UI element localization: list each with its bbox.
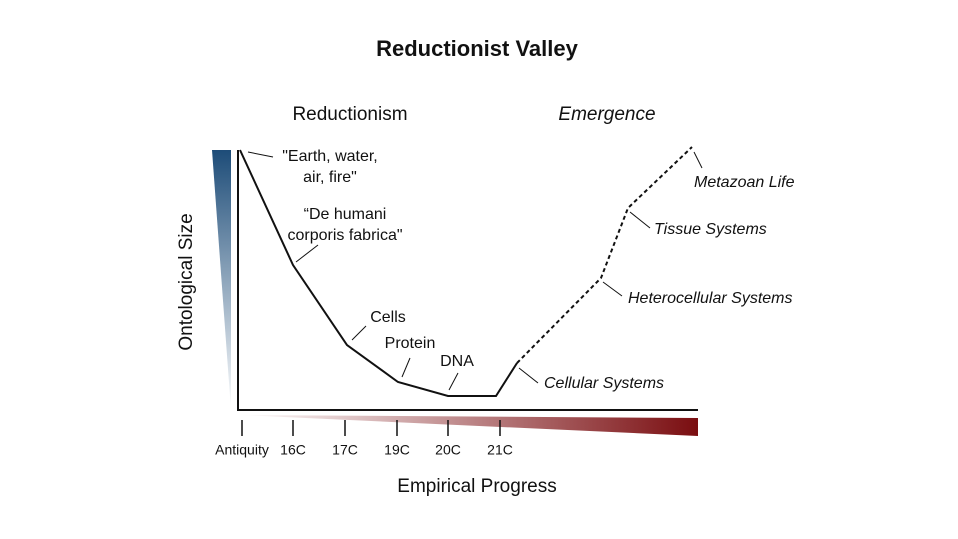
tick-label: 20C	[435, 442, 461, 458]
annotation: DNA	[440, 353, 474, 370]
size-gradient	[212, 150, 231, 410]
leaders	[247, 151, 703, 391]
annotation: Metazoan Life	[694, 174, 795, 191]
annotation: "Earth, water,	[282, 148, 378, 165]
title: Reductionist Valley	[376, 36, 578, 61]
y-axis-label: Ontological Size	[176, 213, 197, 350]
x-ticks: Antiquity 16C 17C 19C 20C 21C	[215, 420, 513, 458]
annotation: Heterocellular Systems	[628, 290, 793, 307]
tick-label: 19C	[384, 442, 410, 458]
annotation: Cells	[370, 309, 406, 326]
tick-label: 16C	[280, 442, 306, 458]
tick-label: 21C	[487, 442, 513, 458]
section-label: Reductionism	[292, 104, 407, 125]
annotation: corporis fabrica"	[287, 227, 402, 244]
annotation: “De humani	[304, 206, 387, 223]
annotation: air, fire"	[303, 169, 357, 186]
x-axis-label: Empirical Progress	[397, 476, 556, 497]
annotation: Protein	[385, 335, 436, 352]
annotations: "Earth, water, air, fire" “De humani corpor…	[282, 148, 794, 392]
reduction-line	[239, 149, 518, 397]
annotation: Tissue Systems	[654, 221, 767, 238]
tick-label: Antiquity	[215, 442, 269, 458]
progress-gradient	[240, 415, 698, 436]
annotation: Cellular Systems	[544, 375, 664, 392]
tick-label: 17C	[332, 442, 358, 458]
section-label: Emergence	[558, 104, 655, 125]
emergence-line	[516, 146, 693, 364]
